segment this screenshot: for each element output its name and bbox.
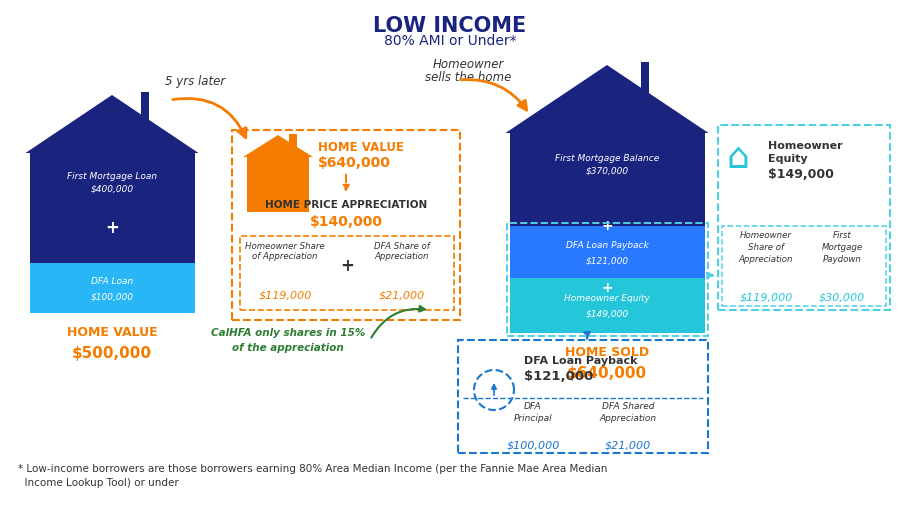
Text: Appreciation: Appreciation: [739, 255, 794, 264]
Text: HOME VALUE: HOME VALUE: [67, 325, 158, 338]
FancyBboxPatch shape: [232, 131, 460, 320]
Text: DFA Loan Payback: DFA Loan Payback: [524, 356, 637, 365]
Text: First Mortgage Balance: First Mortgage Balance: [555, 154, 659, 163]
Text: LOW INCOME: LOW INCOME: [374, 16, 526, 36]
Text: First: First: [832, 231, 851, 239]
Text: $100,000: $100,000: [90, 292, 133, 301]
Text: Appreciation: Appreciation: [599, 413, 657, 422]
Text: $640,000: $640,000: [567, 365, 647, 380]
FancyBboxPatch shape: [509, 134, 705, 333]
Text: HOME SOLD: HOME SOLD: [565, 345, 649, 358]
Text: 5 yrs later: 5 yrs later: [165, 75, 225, 88]
Text: $640,000: $640,000: [318, 156, 391, 170]
Text: $149,000: $149,000: [585, 310, 628, 318]
Text: +: +: [601, 219, 613, 232]
Text: * Low-income borrowers are those borrowers earning 80% Area Median Income (per t: * Low-income borrowers are those borrowe…: [18, 463, 608, 487]
Polygon shape: [243, 136, 313, 158]
Text: $119,000: $119,000: [258, 289, 311, 299]
Text: DFA Loan: DFA Loan: [91, 276, 133, 285]
FancyBboxPatch shape: [509, 278, 705, 333]
FancyBboxPatch shape: [718, 126, 890, 311]
Text: Mortgage: Mortgage: [822, 242, 862, 251]
Text: +: +: [105, 219, 119, 236]
Text: DFA: DFA: [524, 401, 542, 410]
Text: Paydown: Paydown: [823, 255, 861, 264]
FancyBboxPatch shape: [289, 135, 297, 148]
Text: +: +: [340, 257, 354, 274]
Text: $400,000: $400,000: [90, 184, 133, 192]
Text: $21,000: $21,000: [379, 289, 425, 299]
Text: CalHFA only shares in 15%: CalHFA only shares in 15%: [211, 327, 365, 337]
Text: Share of: Share of: [748, 242, 784, 251]
Text: sells the home: sells the home: [425, 71, 511, 84]
FancyBboxPatch shape: [141, 93, 149, 128]
Text: HOME PRICE APPRECIATION: HOME PRICE APPRECIATION: [265, 199, 428, 210]
FancyBboxPatch shape: [641, 63, 649, 103]
Text: $119,000: $119,000: [740, 292, 793, 302]
FancyBboxPatch shape: [247, 158, 309, 213]
Text: $21,000: $21,000: [605, 439, 651, 449]
Polygon shape: [506, 66, 708, 134]
Text: Homeowner: Homeowner: [740, 231, 792, 239]
FancyBboxPatch shape: [240, 236, 454, 311]
Text: $149,000: $149,000: [768, 168, 834, 181]
FancyBboxPatch shape: [458, 340, 708, 453]
Text: 80% AMI or Under*: 80% AMI or Under*: [383, 34, 517, 48]
Text: $121,000: $121,000: [524, 369, 593, 382]
FancyBboxPatch shape: [509, 227, 705, 278]
Text: $140,000: $140,000: [310, 215, 382, 229]
FancyBboxPatch shape: [30, 154, 194, 314]
Text: DFA Shared: DFA Shared: [602, 401, 654, 410]
FancyBboxPatch shape: [722, 227, 886, 307]
Text: DFA Share of: DFA Share of: [374, 241, 430, 250]
Text: Principal: Principal: [514, 413, 553, 422]
Text: Homeowner Equity: Homeowner Equity: [564, 293, 650, 302]
Text: Appreciation: Appreciation: [374, 251, 429, 261]
Text: $500,000: $500,000: [72, 345, 152, 360]
Text: Equity: Equity: [768, 154, 807, 164]
Text: $370,000: $370,000: [585, 166, 628, 175]
Text: Homeowner Share: Homeowner Share: [245, 241, 325, 250]
Text: Homeowner: Homeowner: [768, 141, 842, 150]
Text: HOME VALUE: HOME VALUE: [318, 141, 404, 154]
Text: of the appreciation: of the appreciation: [232, 342, 344, 352]
Text: Homeowner: Homeowner: [432, 58, 504, 71]
FancyBboxPatch shape: [30, 264, 194, 314]
Text: +: +: [601, 280, 613, 294]
Text: $30,000: $30,000: [819, 292, 865, 302]
Text: ⌂: ⌂: [726, 141, 750, 175]
Text: $100,000: $100,000: [507, 439, 560, 449]
Text: First Mortgage Loan: First Mortgage Loan: [67, 172, 158, 181]
Polygon shape: [25, 96, 199, 154]
Text: of Appreciation: of Appreciation: [252, 251, 318, 261]
Text: DFA Loan Payback: DFA Loan Payback: [565, 240, 648, 249]
Text: $121,000: $121,000: [585, 256, 628, 265]
